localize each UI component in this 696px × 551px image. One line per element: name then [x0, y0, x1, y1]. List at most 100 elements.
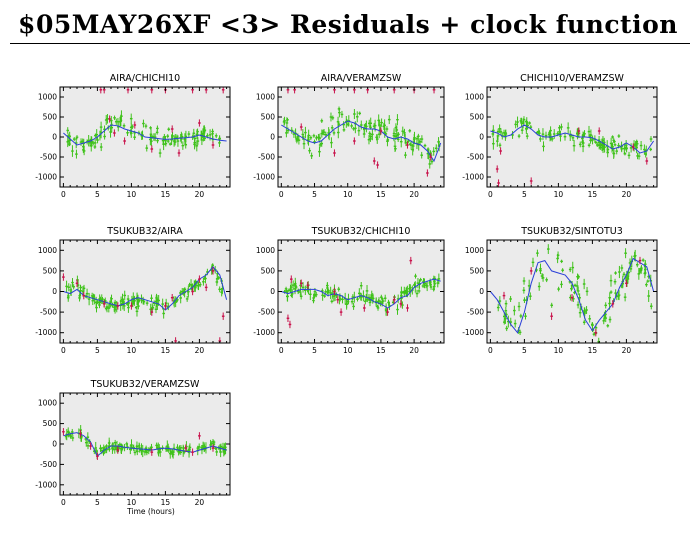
- x-tick-label: 10: [343, 190, 353, 199]
- y-tick-label: -500: [40, 460, 57, 469]
- y-tick-label: 0: [52, 133, 57, 142]
- plot-area: [62, 263, 228, 343]
- x-tick-label: 15: [161, 346, 171, 355]
- y-tick-label: 500: [261, 113, 276, 122]
- y-tick-label: 500: [43, 113, 58, 122]
- x-tick-label: 0: [61, 346, 66, 355]
- chart-title: TSUKUB32/VERAMZSW: [90, 379, 200, 390]
- y-tick-label: 1000: [256, 246, 275, 255]
- y-tick-label: 500: [43, 419, 58, 428]
- x-tick-label: 10: [127, 190, 137, 199]
- y-tick-label: 500: [470, 113, 485, 122]
- x-axis-label: Time (hours): [126, 507, 175, 516]
- y-tick-label: 1000: [465, 246, 484, 255]
- y-tick-label: 0: [270, 133, 275, 142]
- chart-title: TSUKUB32/SINTOTU3: [520, 226, 623, 237]
- chart-title: AIRA/CHICHI10: [110, 73, 180, 84]
- x-tick-label: 5: [522, 190, 527, 199]
- chart-panel: TSUKUB32/AIRA 0 5 10 15 20 1000 500 0 -500 -1000: [35, 226, 231, 355]
- y-tick-label: 500: [261, 266, 276, 275]
- x-tick-label: 20: [195, 190, 205, 199]
- plot-area: [490, 116, 655, 187]
- x-tick-label: 20: [195, 498, 205, 507]
- y-tick-label: -1000: [35, 328, 57, 337]
- y-tick-label: -1000: [253, 173, 275, 182]
- x-tick-label: 10: [343, 346, 353, 355]
- chart-title: TSUKUB32/CHICHI10: [311, 226, 411, 237]
- x-tick-label: 0: [279, 190, 284, 199]
- x-tick-label: 5: [312, 190, 317, 199]
- clock-function-line: [281, 120, 442, 163]
- y-tick-label: 0: [270, 287, 275, 296]
- y-tick-label: 500: [470, 266, 485, 275]
- x-tick-label: 5: [522, 346, 527, 355]
- chart-title: CHICHI10/VERAMZSW: [520, 73, 624, 84]
- x-tick-label: 10: [127, 498, 137, 507]
- x-tick-label: 10: [127, 346, 137, 355]
- y-tick-label: 0: [479, 133, 484, 142]
- x-tick-label: 10: [554, 346, 564, 355]
- y-tick-label: -1000: [35, 480, 57, 489]
- y-tick-label: 0: [52, 440, 57, 449]
- clock-function-line: [490, 124, 655, 154]
- y-tick-label: 1000: [256, 93, 275, 102]
- chart-panel: CHICHI10/VERAMZSW 0 5 10 15 20 1000 500 0 -500 -10…: [462, 73, 658, 199]
- chart-title: AIRA/VERAMZSW: [321, 73, 402, 84]
- y-tick-label: 1000: [38, 93, 57, 102]
- y-tick-label: 0: [479, 287, 484, 296]
- title-rule: [10, 43, 690, 44]
- chart-panel: TSUKUB32/CHICHI10 0 5 10 15 20 1000 500 0 -500 -10…: [253, 226, 445, 355]
- y-tick-label: -500: [467, 153, 484, 162]
- chart-panel: AIRA/VERAMZSW 0 5 10 15 20 1000 500 0 -500 -1000: [253, 73, 445, 199]
- x-tick-label: 5: [95, 190, 100, 199]
- y-tick-label: -500: [258, 153, 275, 162]
- chart-title: TSUKUB32/AIRA: [106, 226, 183, 237]
- plot-area: [62, 425, 227, 460]
- x-tick-label: 20: [195, 346, 205, 355]
- x-tick-label: 15: [588, 190, 598, 199]
- plot-background: [487, 87, 657, 187]
- y-tick-label: -1000: [462, 173, 484, 182]
- x-tick-label: 15: [161, 190, 171, 199]
- x-tick-label: 5: [95, 346, 100, 355]
- x-tick-label: 0: [279, 346, 284, 355]
- x-tick-label: 5: [312, 346, 317, 355]
- chart-panel: AIRA/CHICHI10 0 5 10 15 20 1000 500 0 -500 -1000: [35, 73, 231, 199]
- x-tick-label: 0: [61, 190, 66, 199]
- plot-area: [281, 87, 442, 177]
- y-tick-label: 500: [43, 266, 58, 275]
- chart-panel: TSUKUB32/SINTOTU3 0 5 10 15 20 1000 500 0 -500 -10…: [462, 226, 658, 355]
- plot-background: [60, 240, 230, 343]
- x-tick-label: 0: [488, 346, 493, 355]
- x-tick-label: 5: [95, 498, 100, 507]
- chart-panel: TSUKUB32/VERAMZSW 0 5 10 15 20 1000 500 0 -500 -10…: [35, 379, 231, 516]
- y-tick-label: -500: [40, 153, 57, 162]
- x-tick-label: 10: [554, 190, 564, 199]
- x-tick-label: 0: [61, 498, 66, 507]
- y-tick-label: 0: [52, 287, 57, 296]
- plot-background: [487, 240, 657, 343]
- x-tick-label: 20: [622, 346, 632, 355]
- y-tick-label: -1000: [253, 328, 275, 337]
- clock-function-line: [490, 257, 655, 334]
- x-tick-label: 20: [409, 190, 419, 199]
- plot-area: [490, 244, 655, 343]
- y-tick-label: 1000: [38, 399, 57, 408]
- clock-function-line: [281, 278, 441, 309]
- plot-area: [63, 87, 227, 159]
- clock-function-line: [63, 432, 227, 458]
- y-tick-label: -1000: [462, 328, 484, 337]
- x-tick-label: 0: [488, 190, 493, 199]
- y-tick-label: 1000: [38, 246, 57, 255]
- x-tick-label: 15: [376, 346, 386, 355]
- plot-area: [281, 256, 441, 329]
- x-tick-label: 20: [409, 346, 419, 355]
- y-tick-label: -500: [258, 308, 275, 317]
- x-tick-label: 20: [622, 190, 632, 199]
- figure-title: $05MAY26XF <3> Residuals + clock functio…: [18, 10, 678, 39]
- y-tick-label: 1000: [465, 93, 484, 102]
- x-tick-label: 15: [376, 190, 386, 199]
- clock-function-line: [63, 124, 227, 146]
- y-tick-label: -1000: [35, 173, 57, 182]
